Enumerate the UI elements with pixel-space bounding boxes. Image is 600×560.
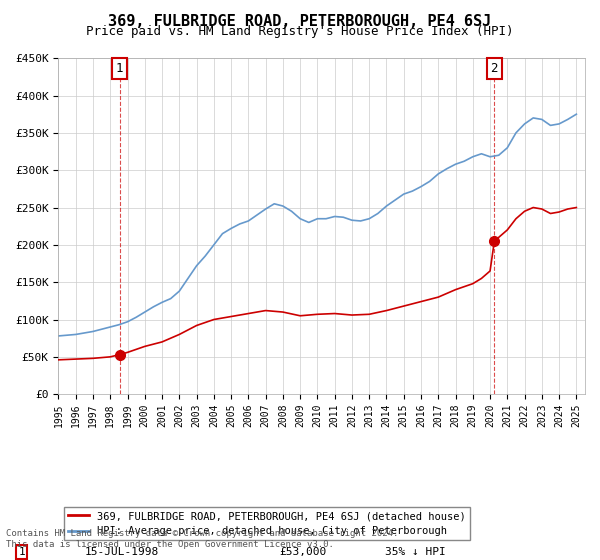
Text: £53,000: £53,000 [280, 547, 327, 557]
Text: 1: 1 [18, 547, 25, 557]
Text: Contains HM Land Registry data © Crown copyright and database right 2024.
This d: Contains HM Land Registry data © Crown c… [6, 529, 398, 549]
Text: 1: 1 [116, 62, 124, 75]
Text: 2: 2 [491, 62, 498, 75]
Text: 15-JUL-1998: 15-JUL-1998 [85, 547, 159, 557]
Text: 369, FULBRIDGE ROAD, PETERBOROUGH, PE4 6SJ: 369, FULBRIDGE ROAD, PETERBOROUGH, PE4 6… [109, 14, 491, 29]
Text: 35% ↓ HPI: 35% ↓ HPI [385, 547, 446, 557]
Legend: 369, FULBRIDGE ROAD, PETERBOROUGH, PE4 6SJ (detached house), HPI: Average price,: 369, FULBRIDGE ROAD, PETERBOROUGH, PE4 6… [64, 507, 470, 540]
Text: Price paid vs. HM Land Registry's House Price Index (HPI): Price paid vs. HM Land Registry's House … [86, 25, 514, 38]
